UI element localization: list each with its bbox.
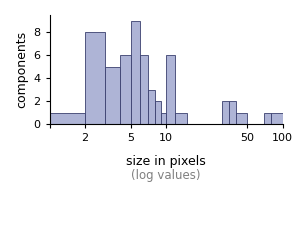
Bar — [120, 55, 131, 124]
Bar — [265, 113, 271, 124]
Bar — [85, 32, 105, 124]
Text: (log values): (log values) — [131, 169, 201, 182]
Bar — [131, 21, 140, 124]
Bar — [50, 113, 85, 124]
Bar — [271, 113, 282, 124]
Bar — [166, 55, 175, 124]
Y-axis label: components: components — [15, 31, 28, 108]
Bar — [229, 101, 236, 124]
Bar — [236, 113, 247, 124]
Bar — [222, 101, 229, 124]
Bar — [140, 55, 148, 124]
Text: size in pixels: size in pixels — [126, 155, 206, 168]
Bar — [161, 113, 166, 124]
Bar — [148, 90, 155, 124]
Bar — [155, 101, 161, 124]
Bar — [175, 113, 187, 124]
Bar — [105, 67, 120, 124]
